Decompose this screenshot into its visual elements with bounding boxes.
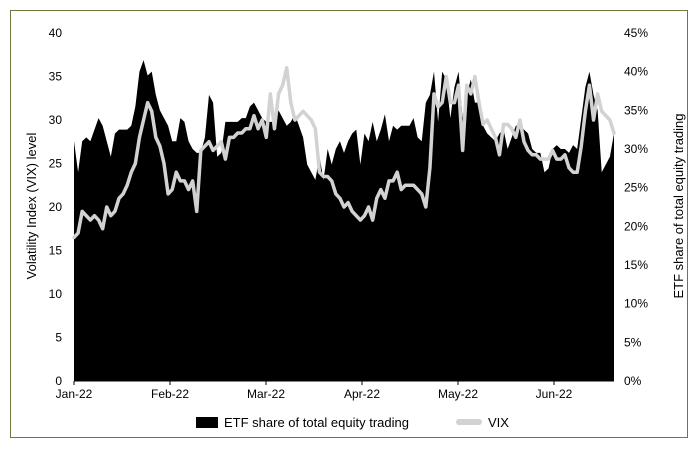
legend: ETF share of total equity trading VIX <box>196 415 509 430</box>
right-tick-label: 40% <box>624 65 648 79</box>
vix-line-layer <box>72 66 616 240</box>
right-tick-label: 45% <box>624 26 648 40</box>
right-tick-label: 15% <box>624 258 648 272</box>
x-tick-label: Jan-22 <box>56 387 93 401</box>
right-tick-label: 0% <box>624 374 642 388</box>
right-tick-label: 20% <box>624 219 648 233</box>
left-tick-label: 10 <box>49 287 63 301</box>
etf-share-area <box>74 60 614 381</box>
right-tick-label: 35% <box>624 103 648 117</box>
x-tick-label: May-22 <box>438 387 478 401</box>
x-tick-label: Feb-22 <box>151 387 189 401</box>
right-tick-label: 30% <box>624 142 648 156</box>
x-tick-label: Mar-22 <box>247 387 285 401</box>
left-tick-label: 25 <box>49 157 63 171</box>
legend-label-etf: ETF share of total equity trading <box>224 415 409 430</box>
left-axis-title: Volatility Index (VIX) level <box>24 133 39 280</box>
left-tick-label: 40 <box>49 26 63 40</box>
left-tick-label: 35 <box>49 70 63 84</box>
left-tick-label: 15 <box>49 244 63 258</box>
left-tick-label: 0 <box>55 374 62 388</box>
right-tick-label: 10% <box>624 297 648 311</box>
x-tick-label: Apr-22 <box>344 387 380 401</box>
x-tick-label: Jun-22 <box>536 387 573 401</box>
legend-label-vix: VIX <box>488 415 509 430</box>
legend-swatch-vix <box>456 419 482 425</box>
right-axis-title: ETF share of total equity trading <box>671 114 686 299</box>
vix-line <box>72 66 616 240</box>
left-axis-ticks: 0 5 10 15 20 25 30 35 40 <box>49 26 63 388</box>
right-axis-ticks: 0% 5% 10% 15% 20% 25% 30% 35% 40% 45% <box>624 26 648 388</box>
right-tick-label: 25% <box>624 181 648 195</box>
right-tick-label: 5% <box>624 335 642 349</box>
left-tick-label: 20 <box>49 200 63 214</box>
etf-share-area-layer <box>74 60 614 381</box>
legend-swatch-etf <box>196 417 218 428</box>
left-tick-label: 30 <box>49 113 63 127</box>
x-axis-ticks: Jan-22 Feb-22 Mar-22 Apr-22 May-22 Jun-22 <box>56 381 573 401</box>
left-tick-label: 5 <box>55 331 62 345</box>
